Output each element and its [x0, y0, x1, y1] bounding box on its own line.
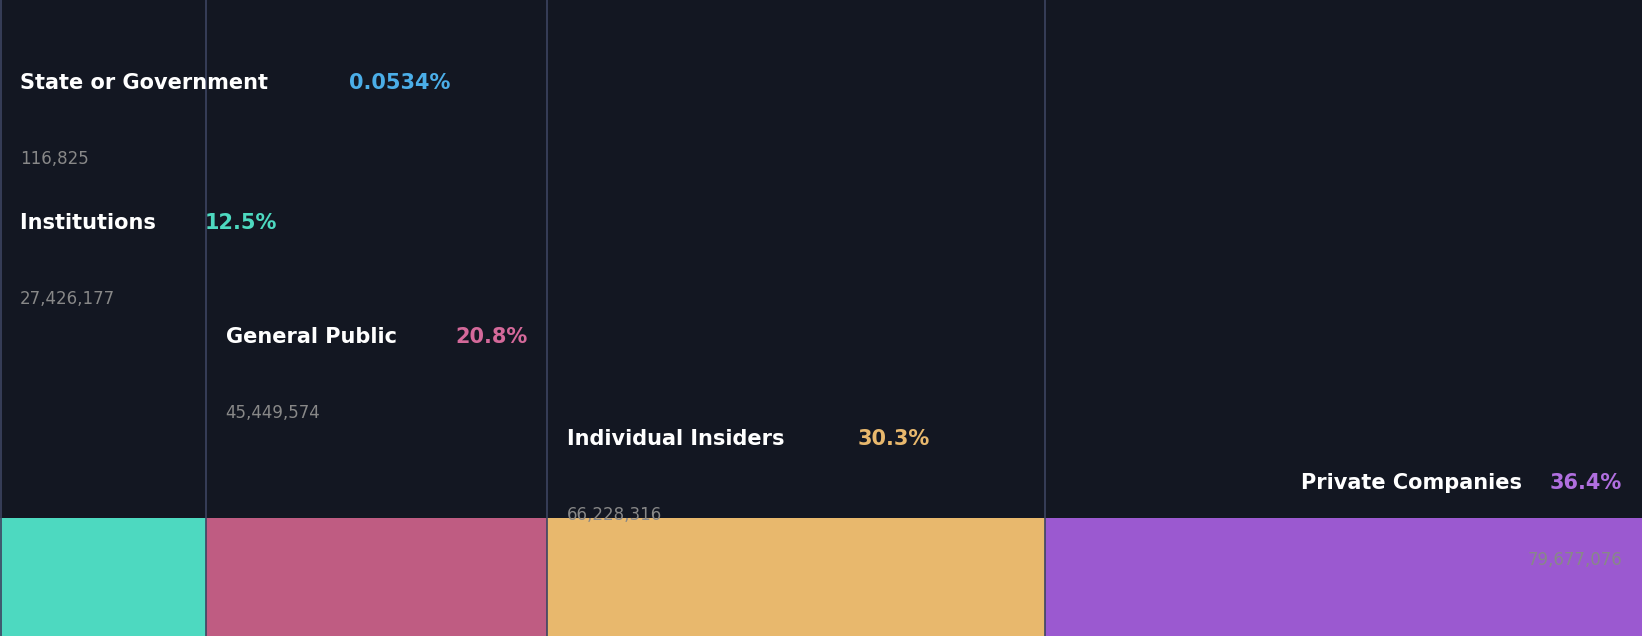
Bar — [205, 518, 547, 636]
Text: 66,228,316: 66,228,316 — [566, 506, 662, 524]
Text: Individual Insiders: Individual Insiders — [566, 429, 791, 449]
Text: 12.5%: 12.5% — [204, 212, 277, 233]
Text: 27,426,177: 27,426,177 — [20, 290, 115, 308]
Text: 0.0534%: 0.0534% — [350, 73, 450, 93]
Text: General Public: General Public — [225, 327, 404, 347]
Text: 30.3%: 30.3% — [857, 429, 929, 449]
Text: 79,677,076: 79,677,076 — [1527, 551, 1622, 569]
Text: State or Government: State or Government — [20, 73, 274, 93]
Text: Private Companies: Private Companies — [1300, 473, 1529, 494]
Bar — [2, 518, 205, 636]
Bar — [1044, 518, 1642, 636]
Text: 45,449,574: 45,449,574 — [225, 404, 320, 422]
Text: 36.4%: 36.4% — [1550, 473, 1622, 494]
Text: 116,825: 116,825 — [20, 150, 89, 168]
Text: 20.8%: 20.8% — [456, 327, 529, 347]
Text: Institutions: Institutions — [20, 212, 163, 233]
Bar — [547, 518, 1044, 636]
